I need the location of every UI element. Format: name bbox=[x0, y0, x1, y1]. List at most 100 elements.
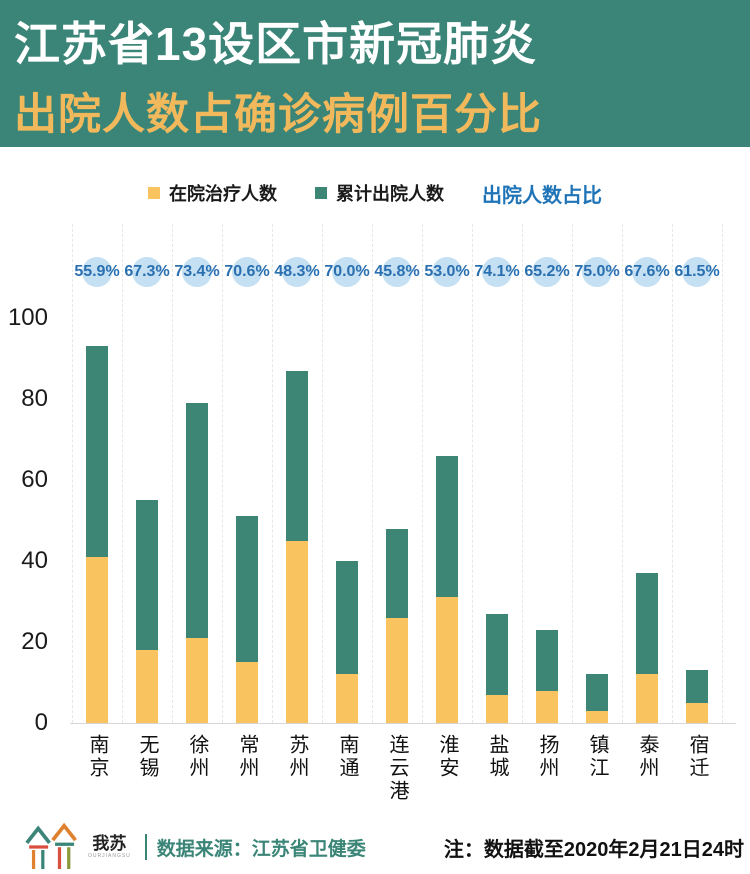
y-axis-tick-label: 80 bbox=[21, 385, 48, 412]
logo-text-block: 我苏 OURJIANGSU bbox=[88, 834, 131, 860]
legend-item-ratio: 出院人数占比 bbox=[482, 179, 602, 208]
bar-segment-in-hospital bbox=[486, 694, 508, 723]
percent-marker-circle bbox=[632, 257, 662, 287]
percent-marker-circle bbox=[282, 257, 312, 287]
bar-segment-in-hospital bbox=[686, 702, 708, 723]
x-axis-category-label: 镇江 bbox=[586, 734, 608, 780]
percent-label: 67.3% bbox=[124, 263, 170, 280]
percent-label: 70.6% bbox=[224, 263, 270, 280]
bar-segment-discharged bbox=[686, 670, 708, 703]
x-axis-category-label: 苏州 bbox=[286, 734, 308, 780]
percent-marker-circle bbox=[382, 257, 412, 287]
percent-label: 53.0% bbox=[424, 263, 470, 280]
percent-label: 75.0% bbox=[574, 263, 620, 280]
bar-segment-in-hospital bbox=[636, 674, 658, 723]
logo-name-cn: 我苏 bbox=[92, 834, 127, 853]
bar-segment-discharged bbox=[436, 455, 458, 598]
bar-segment-discharged bbox=[136, 500, 158, 651]
percent-label: 73.4% bbox=[174, 263, 220, 280]
bar-segment-discharged bbox=[486, 613, 508, 695]
percent-label: 70.0% bbox=[324, 263, 370, 280]
x-axis-category-label: 连云港 bbox=[386, 734, 408, 803]
bar-segment-in-hospital bbox=[236, 662, 258, 723]
data-cutoff-note: 注：数据截至2020年2月21日24时 bbox=[443, 838, 744, 861]
x-axis-line bbox=[70, 723, 736, 724]
percent-marker-circle bbox=[432, 257, 462, 287]
stacked-bar-chart: 0 20 40 60 80 100 55.9% 南京 67.3% 无锡 73.4% 徐州 70.6% 常州… bbox=[8, 224, 736, 803]
bar-segment-discharged bbox=[536, 629, 558, 691]
percent-label: 67.6% bbox=[624, 263, 670, 280]
y-axis-tick-label: 60 bbox=[21, 466, 48, 493]
bar-segment-in-hospital bbox=[586, 710, 608, 723]
page-title-line2: 出院人数占确诊病例百分比 bbox=[14, 91, 542, 139]
x-axis-category-label: 泰州 bbox=[636, 734, 658, 780]
plot-gridline bbox=[622, 224, 623, 723]
logo-name-en: OURJIANGSU bbox=[88, 853, 131, 859]
x-axis-category-label: 常州 bbox=[236, 734, 258, 780]
bar-segment-discharged bbox=[286, 370, 308, 541]
plot-gridline bbox=[472, 224, 473, 723]
plot-gridline bbox=[172, 224, 173, 723]
legend-swatch-green-icon bbox=[315, 187, 327, 199]
plot-gridline bbox=[722, 224, 723, 723]
bar-segment-in-hospital bbox=[336, 674, 358, 723]
bar-segment-discharged bbox=[586, 674, 608, 711]
percent-marker-circle bbox=[232, 257, 262, 287]
x-axis-category-label: 南京 bbox=[86, 734, 108, 780]
bar-segment-in-hospital bbox=[86, 556, 108, 723]
footer-divider bbox=[144, 834, 147, 860]
plot-gridline bbox=[372, 224, 373, 723]
percent-label: 45.8% bbox=[374, 263, 420, 280]
legend-label-ratio: 出院人数占比 bbox=[482, 184, 602, 207]
y-axis-tick-label: 0 bbox=[34, 709, 48, 736]
plot-gridline bbox=[672, 224, 673, 723]
legend-label-in-hospital: 在院治疗人数 bbox=[169, 184, 277, 204]
y-axis-tick-label: 40 bbox=[21, 547, 48, 574]
wosu-logo-icon bbox=[25, 822, 77, 869]
bar-segment-in-hospital bbox=[136, 650, 158, 723]
bar-segment-discharged bbox=[86, 346, 108, 557]
percent-label: 74.1% bbox=[474, 263, 520, 280]
x-axis-category-label: 盐城 bbox=[486, 734, 508, 780]
percent-marker-circle bbox=[182, 257, 212, 287]
footer: 我苏 OURJIANGSU 数据来源：江苏省卫健委 注：数据截至2020年2月2… bbox=[0, 820, 750, 874]
bar-segment-in-hospital bbox=[286, 540, 308, 723]
x-axis-category-label: 徐州 bbox=[186, 734, 208, 780]
percent-marker-circle bbox=[532, 257, 562, 287]
x-axis-category-label: 南通 bbox=[336, 734, 358, 780]
plot-gridline bbox=[122, 224, 123, 723]
percent-label: 55.9% bbox=[74, 263, 120, 280]
data-source-text: 数据来源：江苏省卫健委 bbox=[156, 838, 366, 860]
header-banner: 江苏省13设区市新冠肺炎 出院人数占确诊病例百分比 bbox=[0, 0, 750, 147]
bar-segment-discharged bbox=[236, 516, 258, 663]
bar-segment-in-hospital bbox=[386, 617, 408, 723]
bar-segment-in-hospital bbox=[436, 597, 458, 723]
legend-label-discharged: 累计出院人数 bbox=[336, 184, 444, 204]
percent-label: 65.2% bbox=[524, 263, 570, 280]
y-axis-tick-label: 20 bbox=[21, 628, 48, 655]
bar-segment-discharged bbox=[636, 573, 658, 675]
x-axis-category-label: 无锡 bbox=[136, 734, 158, 780]
plot-gridline bbox=[322, 224, 323, 723]
legend-item-discharged: 累计出院人数 bbox=[315, 180, 444, 206]
bar-segment-in-hospital bbox=[186, 637, 208, 723]
percent-marker-circle bbox=[82, 257, 112, 287]
bar-segment-discharged bbox=[336, 561, 358, 675]
legend-swatch-yellow-icon bbox=[148, 187, 160, 199]
percent-label: 48.3% bbox=[274, 263, 320, 280]
plot-gridline bbox=[272, 224, 273, 723]
percent-marker-circle bbox=[582, 257, 612, 287]
bar-segment-discharged bbox=[386, 528, 408, 618]
bar-segment-discharged bbox=[186, 403, 208, 638]
plot-gridline bbox=[572, 224, 573, 723]
percent-marker-circle bbox=[482, 257, 512, 287]
x-axis-category-label: 扬州 bbox=[536, 734, 558, 780]
bar-segment-in-hospital bbox=[536, 690, 558, 723]
x-axis-category-label: 宿迁 bbox=[686, 734, 708, 780]
plot-gridline bbox=[72, 224, 73, 723]
percent-label: 61.5% bbox=[674, 263, 720, 280]
chart-legend: 在院治疗人数 累计出院人数 出院人数占比 bbox=[0, 179, 750, 208]
legend-item-in-hospital: 在院治疗人数 bbox=[148, 180, 277, 206]
percent-marker-circle bbox=[132, 257, 162, 287]
page-title-line1: 江苏省13设区市新冠肺炎 bbox=[14, 18, 538, 70]
